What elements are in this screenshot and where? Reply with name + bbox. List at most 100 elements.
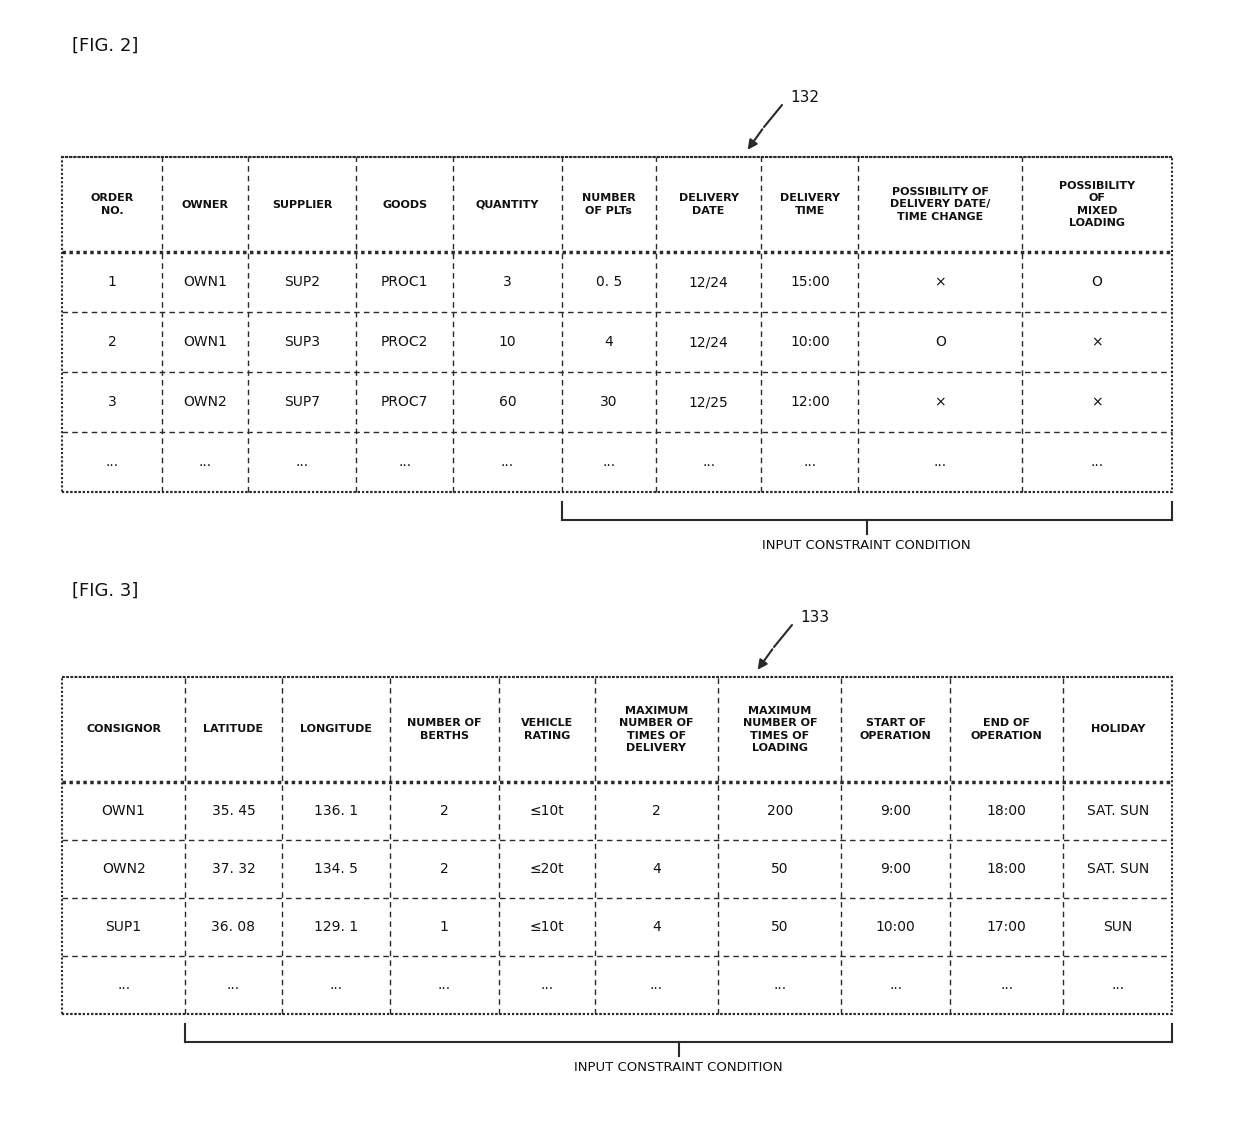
- Text: 4: 4: [604, 335, 613, 349]
- Text: 12/24: 12/24: [688, 275, 728, 289]
- Text: ORDER
NO.: ORDER NO.: [91, 193, 134, 216]
- Text: ...: ...: [501, 455, 513, 468]
- Text: ...: ...: [438, 978, 451, 991]
- Text: ×: ×: [935, 275, 946, 289]
- Text: DELIVERY
TIME: DELIVERY TIME: [780, 193, 839, 216]
- Text: 3: 3: [108, 395, 117, 409]
- Text: ...: ...: [934, 455, 947, 468]
- Text: 1: 1: [440, 920, 449, 933]
- Text: ...: ...: [603, 455, 615, 468]
- Text: ...: ...: [1001, 978, 1013, 991]
- Text: 36. 08: 36. 08: [212, 920, 255, 933]
- Text: 17:00: 17:00: [987, 920, 1027, 933]
- Text: 133: 133: [800, 609, 830, 624]
- Text: ...: ...: [398, 455, 412, 468]
- Text: INPUT CONSTRAINT CONDITION: INPUT CONSTRAINT CONDITION: [574, 1061, 782, 1074]
- Text: ×: ×: [1091, 395, 1102, 409]
- Text: LATITUDE: LATITUDE: [203, 724, 263, 735]
- Text: ...: ...: [330, 978, 342, 991]
- Text: ≤10t: ≤10t: [529, 804, 564, 818]
- Text: 12/24: 12/24: [688, 335, 728, 349]
- Text: DELIVERY
DATE: DELIVERY DATE: [678, 193, 739, 216]
- Text: 37. 32: 37. 32: [212, 862, 255, 875]
- Text: OWN1: OWN1: [184, 335, 227, 349]
- Text: ...: ...: [117, 978, 130, 991]
- Text: [FIG. 2]: [FIG. 2]: [72, 38, 139, 55]
- Text: 0. 5: 0. 5: [595, 275, 621, 289]
- Text: POSSIBILITY
OF
MIXED
LOADING: POSSIBILITY OF MIXED LOADING: [1059, 181, 1135, 229]
- Text: 132: 132: [790, 90, 818, 105]
- Text: ...: ...: [105, 455, 119, 468]
- Text: SUN: SUN: [1104, 920, 1132, 933]
- Text: SUP1: SUP1: [105, 920, 141, 933]
- Text: LONGITUDE: LONGITUDE: [300, 724, 372, 735]
- Text: OWN1: OWN1: [184, 275, 227, 289]
- Text: 50: 50: [771, 862, 789, 875]
- Text: O: O: [935, 335, 946, 349]
- Bar: [62, 677, 1172, 1014]
- Text: QUANTITY: QUANTITY: [476, 199, 539, 209]
- Text: NUMBER
OF PLTs: NUMBER OF PLTs: [582, 193, 636, 216]
- Text: SAT. SUN: SAT. SUN: [1086, 862, 1148, 875]
- Text: 136. 1: 136. 1: [314, 804, 358, 818]
- Text: SUP2: SUP2: [284, 275, 320, 289]
- Text: 10:00: 10:00: [875, 920, 915, 933]
- Text: 2: 2: [440, 804, 449, 818]
- Text: 12/25: 12/25: [688, 395, 728, 409]
- Text: SUP7: SUP7: [284, 395, 320, 409]
- Text: MAXIMUM
NUMBER OF
TIMES OF
LOADING: MAXIMUM NUMBER OF TIMES OF LOADING: [743, 706, 817, 753]
- Text: GOODS: GOODS: [382, 199, 428, 209]
- Text: PROC2: PROC2: [381, 335, 428, 349]
- Text: NUMBER OF
BERTHS: NUMBER OF BERTHS: [407, 719, 481, 740]
- Text: ...: ...: [804, 455, 816, 468]
- Text: O: O: [1091, 275, 1102, 289]
- Text: 1: 1: [108, 275, 117, 289]
- Text: 2: 2: [440, 862, 449, 875]
- Text: [FIG. 3]: [FIG. 3]: [72, 582, 139, 600]
- Text: MAXIMUM
NUMBER OF
TIMES OF
DELIVERY: MAXIMUM NUMBER OF TIMES OF DELIVERY: [619, 706, 693, 753]
- Text: OWN1: OWN1: [102, 804, 145, 818]
- Text: ×: ×: [935, 395, 946, 409]
- Text: 9:00: 9:00: [880, 862, 911, 875]
- Text: HOLIDAY: HOLIDAY: [1090, 724, 1145, 735]
- Text: ...: ...: [1111, 978, 1125, 991]
- Text: 18:00: 18:00: [987, 862, 1027, 875]
- Text: ...: ...: [650, 978, 663, 991]
- Text: 129. 1: 129. 1: [314, 920, 358, 933]
- Text: 35. 45: 35. 45: [212, 804, 255, 818]
- Text: 2: 2: [652, 804, 661, 818]
- Bar: [62, 157, 1172, 492]
- Text: ≤20t: ≤20t: [529, 862, 564, 875]
- Text: PROC1: PROC1: [381, 275, 429, 289]
- Text: ×: ×: [1091, 335, 1102, 349]
- Text: POSSIBILITY OF
DELIVERY DATE/
TIME CHANGE: POSSIBILITY OF DELIVERY DATE/ TIME CHANG…: [890, 188, 991, 222]
- Text: CONSIGNOR: CONSIGNOR: [86, 724, 161, 735]
- Text: ...: ...: [541, 978, 553, 991]
- Text: ...: ...: [227, 978, 241, 991]
- Text: 200: 200: [766, 804, 792, 818]
- Text: ...: ...: [295, 455, 309, 468]
- Text: 10: 10: [498, 335, 516, 349]
- Text: 18:00: 18:00: [987, 804, 1027, 818]
- Text: VEHICLE
RATING: VEHICLE RATING: [521, 719, 573, 740]
- Text: ...: ...: [774, 978, 786, 991]
- Text: 50: 50: [771, 920, 789, 933]
- Text: OWN2: OWN2: [102, 862, 145, 875]
- Text: 15:00: 15:00: [790, 275, 830, 289]
- Text: 4: 4: [652, 920, 661, 933]
- Text: 134. 5: 134. 5: [314, 862, 357, 875]
- Text: 10:00: 10:00: [790, 335, 830, 349]
- Text: PROC7: PROC7: [381, 395, 428, 409]
- Text: SUPPLIER: SUPPLIER: [272, 199, 332, 209]
- Text: START OF
OPERATION: START OF OPERATION: [859, 719, 931, 740]
- Text: ...: ...: [198, 455, 212, 468]
- Text: 2: 2: [108, 335, 117, 349]
- Text: 3: 3: [503, 275, 512, 289]
- Text: 60: 60: [498, 395, 516, 409]
- Text: INPUT CONSTRAINT CONDITION: INPUT CONSTRAINT CONDITION: [763, 539, 971, 551]
- Text: ...: ...: [702, 455, 715, 468]
- Text: 12:00: 12:00: [790, 395, 830, 409]
- Text: 4: 4: [652, 862, 661, 875]
- Text: 30: 30: [600, 395, 618, 409]
- Text: OWN2: OWN2: [184, 395, 227, 409]
